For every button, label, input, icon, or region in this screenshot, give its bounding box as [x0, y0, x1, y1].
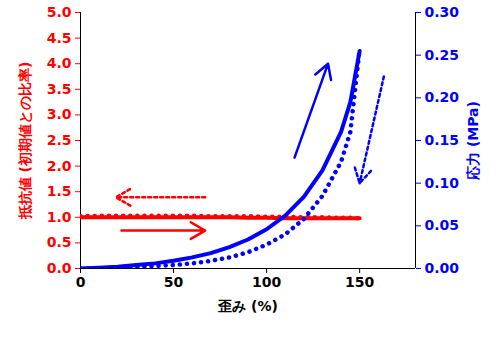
svg-text:3.0: 3.0: [47, 106, 72, 122]
svg-text:応力 (MPa): 応力 (MPa): [465, 101, 481, 181]
svg-text:0.25: 0.25: [425, 47, 460, 63]
svg-text:0: 0: [76, 274, 86, 290]
svg-text:歪み (%): 歪み (%): [217, 298, 278, 314]
svg-text:抵抗値 (初期値との比率): 抵抗値 (初期値との比率): [17, 62, 33, 221]
svg-text:50: 50: [164, 274, 184, 290]
svg-text:0.15: 0.15: [425, 132, 460, 148]
svg-text:0.20: 0.20: [425, 89, 460, 105]
svg-text:5.0: 5.0: [47, 4, 72, 20]
svg-text:0.00: 0.00: [425, 260, 460, 276]
svg-text:1.5: 1.5: [47, 183, 72, 199]
svg-text:4.5: 4.5: [47, 30, 72, 46]
svg-text:0.30: 0.30: [425, 4, 460, 20]
svg-text:2.5: 2.5: [47, 132, 72, 148]
svg-text:1.0: 1.0: [47, 209, 72, 225]
svg-text:3.5: 3.5: [47, 81, 72, 97]
svg-text:0.5: 0.5: [47, 234, 72, 250]
svg-text:0.10: 0.10: [425, 175, 460, 191]
svg-text:2.0: 2.0: [47, 158, 72, 174]
svg-text:4.0: 4.0: [47, 55, 72, 71]
svg-text:0.05: 0.05: [425, 217, 460, 233]
svg-text:100: 100: [252, 274, 281, 290]
svg-text:150: 150: [345, 274, 374, 290]
svg-text:0.0: 0.0: [47, 260, 72, 276]
